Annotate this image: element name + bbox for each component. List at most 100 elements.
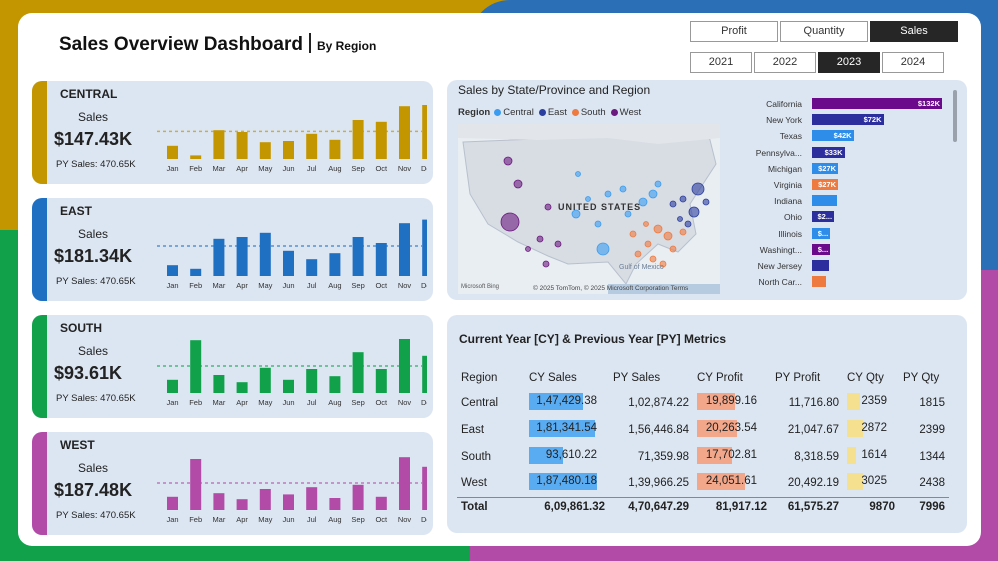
legend-item-west[interactable]: West: [610, 107, 641, 118]
month-bar[interactable]: [213, 130, 225, 159]
state-bubble[interactable]: [654, 180, 662, 188]
state-bubble[interactable]: [525, 246, 531, 252]
column-header[interactable]: PY Profit: [775, 372, 821, 384]
state-bubble[interactable]: [596, 242, 610, 256]
state-bubble[interactable]: [536, 235, 544, 243]
state-bubble[interactable]: [571, 209, 581, 219]
state-bar[interactable]: [812, 195, 837, 207]
table-row[interactable]: South 93,610.22 71,359.98 17,702.81 8,318.59…: [457, 443, 949, 470]
month-bar[interactable]: [399, 106, 410, 159]
table-row[interactable]: West 1,87,480.18 1,39,966.25 24,051.61 20,49…: [457, 470, 949, 497]
month-bar[interactable]: [283, 250, 294, 276]
column-header[interactable]: CY Qty: [847, 372, 884, 384]
region-card-central[interactable]: CENTRAL Sales $147.43K PY Sales: 470.65K Jan…: [32, 81, 433, 184]
state-bar[interactable]: [812, 276, 827, 288]
state-row[interactable]: Indiana: [732, 193, 952, 209]
month-bar[interactable]: [399, 457, 410, 510]
state-bubble[interactable]: [503, 156, 513, 166]
measure-button-sales[interactable]: Sales: [870, 21, 958, 42]
column-header[interactable]: PY Qty: [903, 372, 940, 384]
state-row[interactable]: Virginia $27K: [732, 177, 952, 193]
measure-button-profit[interactable]: Profit: [690, 21, 778, 42]
state-bubble[interactable]: [702, 198, 710, 206]
month-bar[interactable]: [399, 223, 410, 276]
state-row[interactable]: Texas $42K: [732, 128, 952, 144]
state-bar[interactable]: $72K: [812, 114, 884, 126]
state-bubble[interactable]: [554, 240, 562, 248]
month-bar[interactable]: [259, 232, 271, 276]
month-bar[interactable]: [213, 375, 225, 393]
state-bubble[interactable]: [659, 260, 667, 268]
state-bubble[interactable]: [575, 171, 581, 177]
legend-item-south[interactable]: South: [571, 107, 606, 118]
month-bar[interactable]: [283, 494, 294, 510]
month-bar[interactable]: [236, 132, 248, 159]
state-bar[interactable]: $2...: [812, 211, 835, 223]
month-bar[interactable]: [375, 369, 387, 393]
month-bar[interactable]: [190, 268, 202, 276]
state-bubble[interactable]: [679, 195, 687, 203]
month-bar[interactable]: [190, 155, 202, 159]
state-bubble[interactable]: [677, 216, 683, 222]
state-row[interactable]: Ohio $2...: [732, 209, 952, 225]
month-bar[interactable]: [422, 105, 427, 159]
state-bubble[interactable]: [669, 200, 677, 208]
month-bar[interactable]: [329, 139, 341, 159]
map-credit[interactable]: © 2025 TomTom, © 2025 Microsoft Corporat…: [533, 285, 689, 292]
year-button-2021[interactable]: 2021: [690, 52, 752, 73]
year-button-2023[interactable]: 2023: [818, 52, 880, 73]
state-bubble[interactable]: [649, 255, 657, 263]
table-row[interactable]: East 1,81,341.54 1,56,446.84 20,263.54 21,04…: [457, 416, 949, 443]
legend-item-central[interactable]: Central: [494, 107, 534, 118]
scrollbar[interactable]: [953, 90, 957, 142]
month-bar[interactable]: [375, 243, 387, 276]
month-bar[interactable]: [283, 141, 294, 159]
state-bar[interactable]: $...: [812, 227, 831, 239]
state-bubble[interactable]: [648, 189, 658, 199]
month-bar[interactable]: [329, 253, 341, 276]
month-bar[interactable]: [213, 238, 225, 276]
column-header[interactable]: Region: [461, 372, 498, 384]
state-bar[interactable]: $27K: [812, 162, 838, 174]
state-bubble[interactable]: [604, 190, 612, 198]
state-bubble[interactable]: [663, 231, 673, 241]
state-bar[interactable]: $33K: [812, 146, 845, 158]
month-bar[interactable]: [213, 493, 225, 510]
month-bar[interactable]: [399, 339, 410, 393]
year-button-2022[interactable]: 2022: [754, 52, 816, 73]
legend-item-east[interactable]: East: [538, 107, 567, 118]
state-bubble[interactable]: [644, 240, 652, 248]
state-row[interactable]: New York $72K: [732, 112, 952, 128]
state-bubble[interactable]: [629, 230, 637, 238]
month-bar[interactable]: [306, 259, 318, 276]
month-bar[interactable]: [352, 352, 364, 393]
column-header[interactable]: CY Sales: [529, 372, 577, 384]
state-bubble[interactable]: [619, 185, 627, 193]
month-bar[interactable]: [375, 121, 387, 159]
month-bar[interactable]: [259, 142, 271, 159]
month-bar[interactable]: [259, 489, 271, 510]
month-bar[interactable]: [329, 498, 341, 510]
state-bubble[interactable]: [624, 210, 632, 218]
month-bar[interactable]: [167, 379, 178, 393]
column-header[interactable]: CY Profit: [697, 372, 743, 384]
month-bar[interactable]: [375, 496, 387, 510]
state-row[interactable]: North Car...: [732, 274, 952, 290]
table-row[interactable]: Central 1,47,429.38 1,02,874.22 19,899.16 11…: [457, 389, 949, 416]
state-bubble[interactable]: [585, 196, 591, 202]
state-bubble[interactable]: [684, 220, 692, 228]
state-bubble[interactable]: [679, 228, 687, 236]
state-bar[interactable]: $132K: [812, 98, 942, 109]
month-bar[interactable]: [190, 459, 202, 510]
month-bar[interactable]: [306, 487, 318, 510]
column-header[interactable]: PY Sales: [613, 372, 661, 384]
month-bar[interactable]: [422, 219, 427, 276]
state-bubble[interactable]: [513, 179, 523, 189]
state-bubble[interactable]: [500, 212, 520, 232]
month-bar[interactable]: [167, 496, 178, 510]
state-row[interactable]: Washingt... $...: [732, 242, 952, 258]
month-bar[interactable]: [352, 237, 364, 276]
month-bar[interactable]: [236, 237, 248, 276]
state-bubble[interactable]: [594, 220, 602, 228]
region-card-south[interactable]: SOUTH Sales $93.61K PY Sales: 470.65K Jan Feb…: [32, 315, 433, 418]
